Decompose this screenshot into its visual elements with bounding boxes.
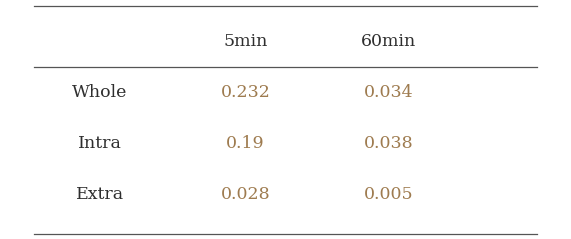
Text: Extra: Extra (76, 186, 124, 203)
Text: 0.034: 0.034 (364, 83, 413, 101)
Text: Whole: Whole (73, 83, 127, 101)
Text: 0.038: 0.038 (364, 135, 413, 152)
Text: 0.232: 0.232 (220, 83, 271, 101)
Text: 5min: 5min (223, 33, 268, 50)
Text: 0.005: 0.005 (364, 186, 413, 203)
Text: 0.19: 0.19 (226, 135, 265, 152)
Text: Intra: Intra (78, 135, 122, 152)
Text: 0.028: 0.028 (221, 186, 270, 203)
Text: 60min: 60min (361, 33, 416, 50)
